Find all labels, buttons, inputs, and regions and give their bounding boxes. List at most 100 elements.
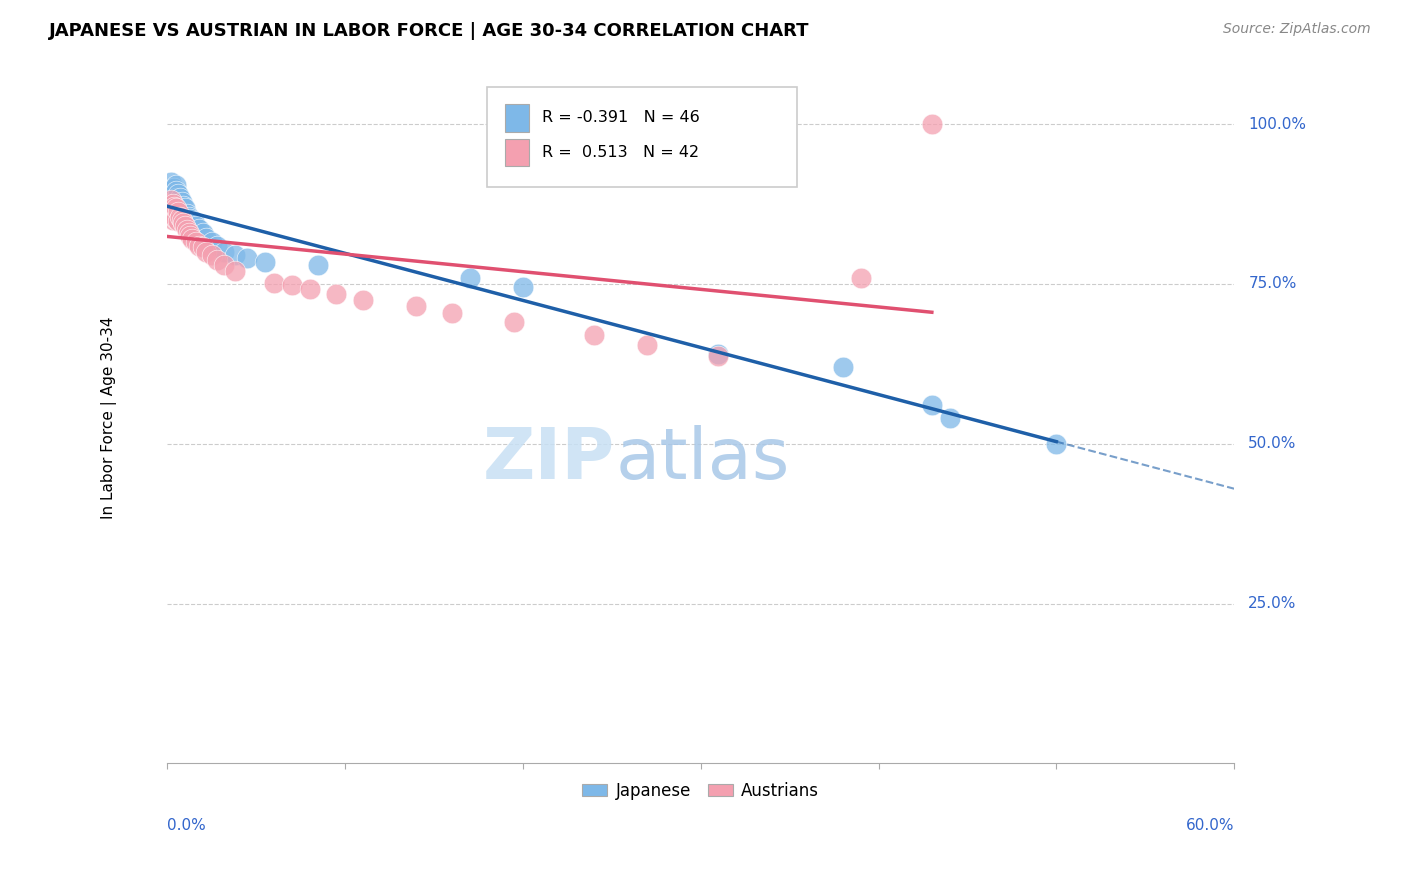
Austrians [162, 213, 184, 227]
Japanese [165, 200, 187, 214]
Japanese [236, 252, 259, 266]
Japanese [157, 184, 180, 198]
Austrians [170, 213, 193, 227]
Text: 0.0%: 0.0% [167, 818, 207, 832]
Japanese [169, 200, 191, 214]
Japanese [921, 398, 943, 412]
Text: R =  0.513   N = 42: R = 0.513 N = 42 [541, 145, 699, 160]
Text: 100.0%: 100.0% [1249, 117, 1306, 132]
Japanese [183, 214, 205, 228]
Japanese [165, 184, 187, 198]
Japanese [165, 191, 187, 205]
Austrians [184, 235, 207, 250]
Austrians [195, 244, 218, 259]
Japanese [162, 203, 184, 218]
Austrians [263, 276, 285, 290]
Austrians [157, 206, 180, 220]
Austrians [205, 252, 228, 267]
Austrians [160, 193, 183, 207]
Japanese [707, 347, 730, 361]
Japanese [307, 258, 329, 272]
Austrians [325, 286, 347, 301]
Austrians [503, 315, 526, 329]
Austrians [163, 210, 186, 224]
Austrians [157, 197, 180, 211]
Japanese [176, 206, 198, 220]
Japanese [160, 197, 183, 211]
Japanese [165, 178, 187, 192]
Japanese [157, 200, 180, 214]
Austrians [163, 200, 186, 214]
Austrians [201, 248, 224, 262]
Austrians [179, 229, 201, 244]
Japanese [188, 222, 211, 236]
Japanese [160, 184, 183, 198]
Legend: Japanese, Austrians: Japanese, Austrians [575, 775, 825, 806]
Austrians [582, 328, 605, 343]
Austrians [191, 240, 214, 254]
Japanese [162, 194, 184, 208]
Text: 75.0%: 75.0% [1249, 277, 1296, 292]
Japanese [938, 411, 960, 425]
Austrians [921, 117, 943, 131]
Japanese [170, 195, 193, 210]
Japanese [167, 197, 190, 211]
Japanese [512, 280, 534, 294]
Text: ZIP: ZIP [484, 425, 616, 494]
Text: In Labor Force | Age 30-34: In Labor Force | Age 30-34 [101, 317, 117, 519]
Austrians [176, 222, 198, 236]
Japanese [458, 270, 481, 285]
Austrians [405, 299, 427, 313]
Japanese [205, 238, 228, 252]
Austrians [181, 232, 204, 246]
Text: 60.0%: 60.0% [1185, 818, 1234, 832]
Japanese [224, 248, 246, 262]
Austrians [224, 264, 246, 278]
Japanese [167, 187, 190, 202]
Japanese [184, 219, 207, 234]
Japanese [162, 181, 184, 195]
Japanese [254, 254, 277, 268]
Japanese [169, 191, 191, 205]
Japanese [177, 210, 200, 224]
Text: JAPANESE VS AUSTRIAN IN LABOR FORCE | AGE 30-34 CORRELATION CHART: JAPANESE VS AUSTRIAN IN LABOR FORCE | AG… [49, 22, 810, 40]
Austrians [212, 258, 235, 272]
Text: R = -0.391   N = 46: R = -0.391 N = 46 [541, 111, 700, 126]
Japanese [1045, 436, 1067, 450]
Text: atlas: atlas [616, 425, 790, 494]
Austrians [174, 219, 197, 234]
FancyBboxPatch shape [488, 87, 797, 187]
Japanese [201, 235, 224, 250]
Austrians [352, 293, 374, 307]
Austrians [281, 278, 304, 293]
Austrians [167, 214, 190, 228]
Austrians [162, 197, 184, 211]
Japanese [191, 226, 214, 240]
Japanese [195, 231, 218, 245]
Japanese [179, 211, 201, 226]
Japanese [162, 187, 184, 202]
Austrians [177, 226, 200, 240]
Austrians [162, 205, 184, 219]
Austrians [160, 203, 183, 218]
Austrians [440, 306, 463, 320]
Austrians [298, 282, 321, 296]
Japanese [163, 197, 186, 211]
Bar [506, 104, 529, 132]
Japanese [212, 244, 235, 259]
Austrians [169, 210, 191, 224]
Austrians [636, 337, 658, 351]
Austrians [849, 270, 872, 285]
Japanese [163, 181, 186, 195]
Text: 25.0%: 25.0% [1249, 596, 1296, 611]
Bar [506, 138, 529, 166]
Text: 50.0%: 50.0% [1249, 436, 1296, 451]
Austrians [172, 216, 194, 230]
Austrians [707, 349, 730, 363]
Japanese [157, 194, 180, 208]
Austrians [167, 205, 190, 219]
Austrians [165, 211, 187, 226]
Austrians [188, 238, 211, 252]
Text: Source: ZipAtlas.com: Source: ZipAtlas.com [1223, 22, 1371, 37]
Japanese [832, 359, 855, 374]
